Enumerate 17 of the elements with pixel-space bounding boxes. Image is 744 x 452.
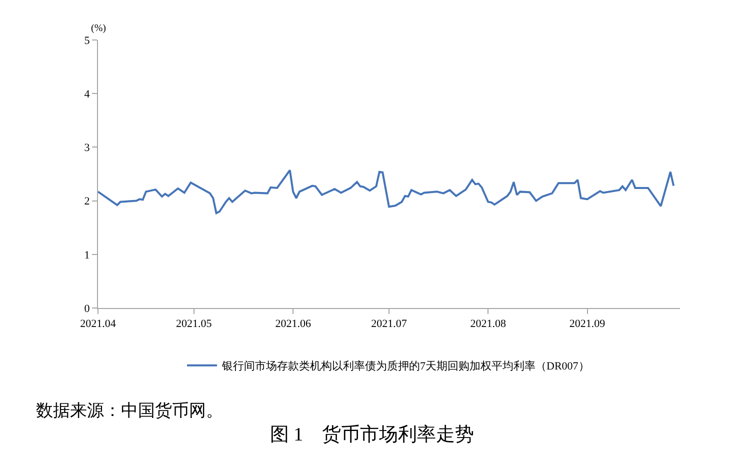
y-axis-title: (%) [91, 23, 106, 34]
y-tick-label: 0 [84, 302, 90, 315]
y-tick-label: 3 [84, 142, 90, 154]
y-tick-label: 2 [84, 196, 90, 208]
line-series [98, 169, 675, 214]
x-tick-label: 2021.09 [569, 318, 606, 330]
y-tick-label: 4 [84, 88, 90, 100]
y-tick-label: 5 [84, 34, 90, 47]
x-tick-label: 2021.05 [176, 318, 212, 330]
x-tick-label: 2021.04 [80, 318, 116, 330]
text: 图 1 货币市场利率走势 [270, 424, 474, 446]
x-tick-label: 2021.08 [470, 318, 507, 330]
legend-label: 银行间市场存款类机构以利率债为质押的7天期回购加权平均利率（DR007） [221, 360, 590, 373]
source-note: 数据来源：中国货币网。 [36, 401, 223, 420]
y-tick-label: 1 [84, 249, 90, 262]
x-tick-label: 2021.07 [371, 318, 408, 330]
x-tick-label: 2021.06 [275, 318, 312, 330]
